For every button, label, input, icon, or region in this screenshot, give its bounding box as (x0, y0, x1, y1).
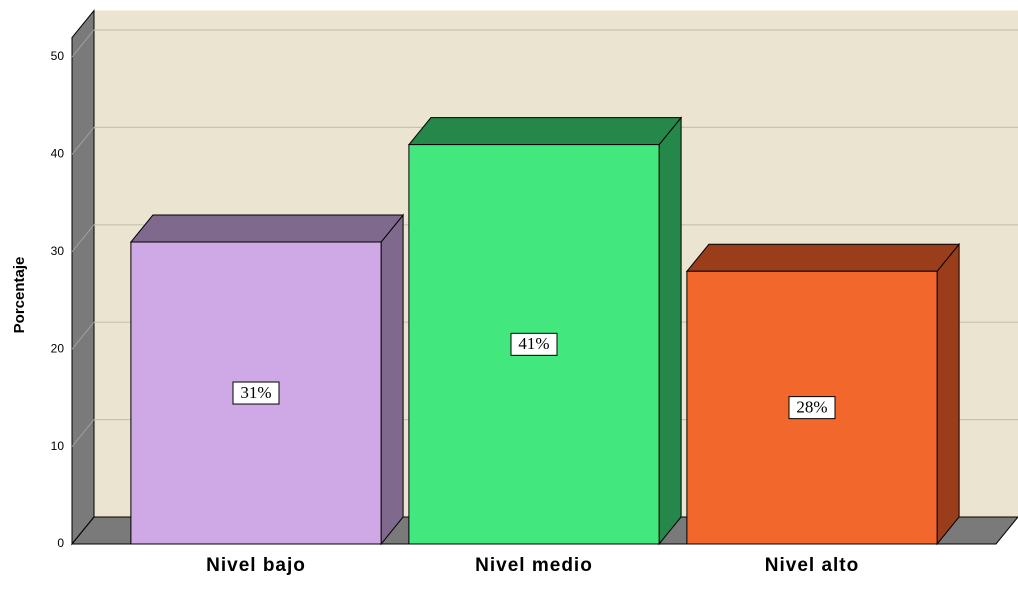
bar-side (380, 213, 404, 546)
value-label: 41% (518, 334, 549, 353)
grid-line (71, 224, 95, 253)
value-label: 28% (796, 398, 827, 417)
grid-line (71, 29, 95, 58)
y-tick-label: 50 (51, 49, 65, 63)
grid-line (71, 321, 95, 350)
bar (129, 213, 405, 546)
x-tick-label: Nivel bajo (206, 555, 306, 576)
y-axis-title: Porcentaje (11, 257, 28, 334)
value-label: 31% (240, 383, 271, 402)
grid-line (71, 127, 95, 155)
x-tick-label: Nivel alto (765, 555, 859, 576)
y-tick-label: 0 (57, 536, 64, 550)
value-label-box (788, 396, 836, 420)
x-tick-label: Nivel medio (475, 555, 593, 576)
bar (407, 116, 683, 546)
y-tick-label: 10 (51, 439, 65, 453)
bar-top (685, 243, 961, 272)
bar (685, 242, 961, 546)
bar-side (658, 116, 682, 546)
value-label-box (232, 381, 280, 405)
bar-top (407, 117, 683, 146)
grid-line (71, 419, 95, 447)
y-tick-label: 20 (51, 341, 65, 355)
left-wall (71, 9, 95, 546)
bar-top (129, 214, 405, 243)
value-label-box (510, 332, 558, 356)
y-tick-label: 30 (51, 244, 65, 258)
y-tick-label: 40 (51, 147, 65, 161)
bar-side (936, 242, 960, 546)
